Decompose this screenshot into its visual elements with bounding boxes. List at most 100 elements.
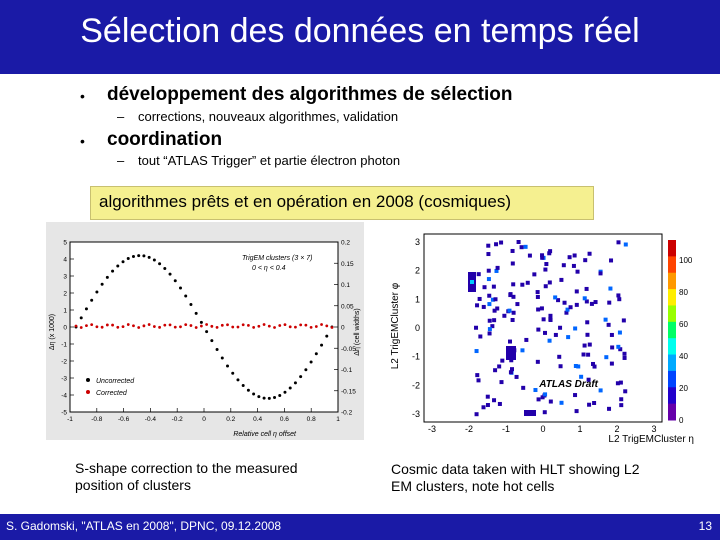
uncorrected-point	[79, 316, 83, 320]
cluster-cell	[536, 307, 541, 312]
uncorrected-point	[95, 290, 99, 294]
color-scale-band	[668, 387, 676, 405]
sub-bullet-2: tout “ATLAS Trigger” et partie électron …	[138, 153, 401, 168]
uncorrected-point	[137, 254, 141, 258]
bullet-dot: •	[80, 88, 85, 104]
corrected-point	[273, 326, 276, 329]
x-tick-label: -2	[465, 424, 473, 434]
footer-bar: S. Gadomski, "ATLAS en 2008", DPNC, 09.1…	[0, 514, 720, 540]
corrected-point	[90, 323, 94, 327]
corrected-point	[309, 325, 313, 329]
cluster-cell	[561, 263, 566, 268]
cluster-cell	[622, 351, 627, 356]
y2-tick-label: 0.1	[341, 282, 350, 289]
y-axis-label: L2 TrigEMCluster φ	[390, 282, 401, 369]
cluster-cell	[617, 330, 622, 335]
cluster-cell	[584, 299, 589, 304]
color-scale-band	[668, 354, 676, 372]
corrected-point	[74, 324, 78, 328]
cluster-cell	[493, 368, 498, 373]
y-tick-label: 1	[63, 308, 67, 315]
scale-tick-label: 20	[679, 384, 688, 393]
cluster-cell	[564, 310, 569, 315]
cluster-cell	[487, 293, 492, 298]
y-tick-label: -4	[61, 393, 67, 400]
cluster-cell	[486, 252, 491, 257]
cluster-cell	[548, 317, 553, 322]
x-tick-label: -3	[428, 424, 436, 434]
corrected-point	[320, 323, 323, 326]
corrected-point	[168, 323, 172, 327]
corrected-point	[325, 324, 329, 328]
cluster-cell	[509, 358, 514, 363]
corrected-point	[304, 323, 308, 327]
cluster-cell	[616, 293, 621, 298]
cluster-cell	[558, 325, 563, 330]
uncorrected-point	[278, 393, 282, 397]
corrected-point	[152, 325, 156, 328]
cluster-cell	[574, 302, 579, 307]
uncorrected-point	[194, 311, 198, 315]
cluster-cell	[619, 403, 624, 408]
cluster-cell	[487, 327, 492, 332]
cluster-cell	[514, 374, 519, 379]
cluster-cell	[516, 240, 521, 245]
uncorrected-point	[210, 339, 214, 343]
cluster-cell	[619, 397, 624, 402]
cluster-cell	[556, 298, 561, 303]
cluster-cell	[543, 330, 548, 335]
cluster-cell	[553, 295, 558, 300]
cluster-cell	[492, 308, 497, 313]
cluster-cell	[478, 334, 483, 339]
x-tick-label: 0.4	[253, 416, 262, 423]
atlas-watermark: ATLAS Draft	[538, 379, 598, 390]
corrected-point	[184, 323, 188, 327]
uncorrected-point	[252, 392, 256, 396]
x-tick-label: 2	[614, 424, 619, 434]
corrected-point	[158, 325, 161, 329]
plot-frame	[69, 241, 339, 413]
color-scale-band	[668, 256, 676, 274]
corrected-point	[330, 326, 334, 329]
uncorrected-point	[246, 388, 250, 392]
cluster-cell	[587, 402, 592, 407]
scale-tick-label: 40	[679, 352, 688, 361]
uncorrected-point	[100, 282, 104, 286]
cluster-cell	[567, 255, 572, 260]
uncorrected-point	[288, 386, 292, 390]
cluster-cell	[495, 265, 500, 270]
cluster-cell	[616, 344, 621, 349]
slide-title: Sélection des données en temps réel	[80, 12, 640, 50]
cluster-cell	[604, 355, 609, 360]
uncorrected-point	[257, 395, 261, 399]
x-tick-label: 3	[651, 424, 656, 434]
cluster-cell	[500, 358, 505, 363]
cluster-cell	[598, 271, 603, 276]
y-tick-label: 3	[63, 274, 67, 281]
legend-eta-range: 0 < η < 0.4	[252, 265, 286, 272]
cluster-cell	[581, 352, 586, 357]
cluster-cell	[515, 302, 520, 307]
corrected-point	[194, 326, 198, 329]
cluster-cell	[544, 262, 549, 267]
caption-right-line: EM clusters, note hot cells	[391, 478, 555, 494]
cluster-cell	[497, 364, 502, 369]
corrected-point	[126, 323, 130, 326]
uncorrected-point	[131, 255, 135, 259]
cluster-cell	[492, 398, 497, 403]
corrected-point	[252, 326, 256, 329]
cluster-cell	[622, 355, 627, 360]
cluster-cell	[477, 296, 482, 301]
cluster-cell	[548, 249, 553, 254]
corrected-point	[121, 325, 125, 328]
uncorrected-point	[173, 279, 177, 283]
y2-tick-label: -0.05	[341, 346, 356, 353]
cluster-cell	[547, 280, 552, 285]
cluster-cell	[533, 388, 538, 393]
x-tick-label: -0.6	[118, 416, 130, 423]
x-tick-label: -0.4	[145, 416, 157, 423]
y2-tick-label: -0.1	[341, 367, 353, 374]
y2-tick-label: -0.15	[341, 388, 356, 395]
cluster-cell	[616, 240, 621, 245]
y-tick-label: -1	[61, 342, 67, 349]
